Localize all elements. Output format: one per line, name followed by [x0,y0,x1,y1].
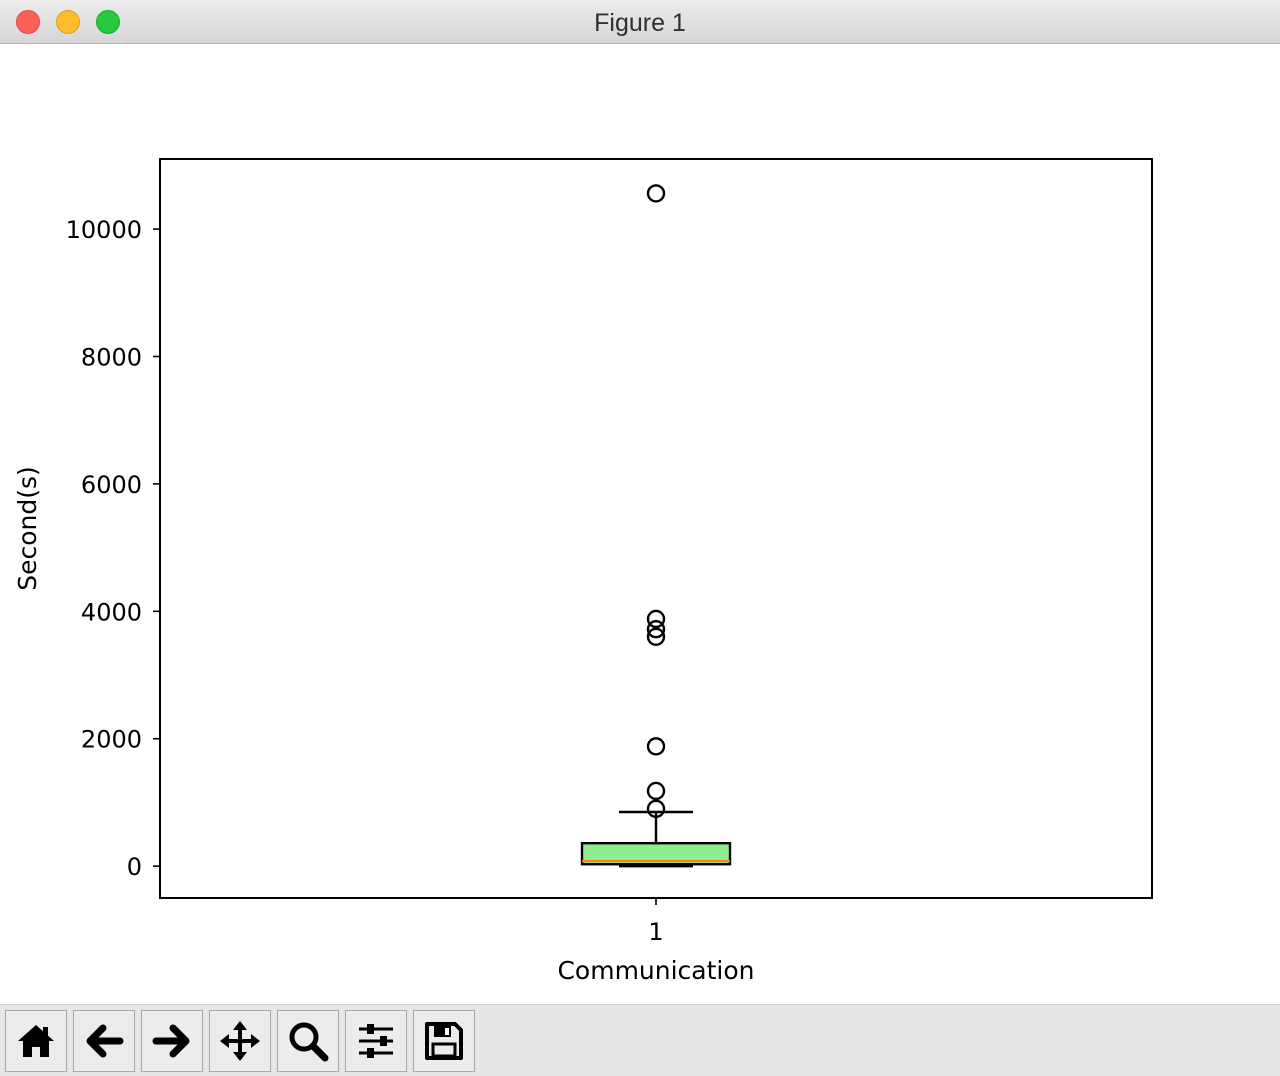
outlier-point [646,737,666,756]
y-tick-label: 4000 [81,598,142,626]
arrow-left-icon [86,1024,124,1058]
figure-canvas[interactable]: 0 2000 4000 6000 8000 10000 1 Communication Seco… [0,44,1280,1004]
zoom-button[interactable] [277,1010,339,1072]
outlier-point [646,619,666,639]
zoom-window-button[interactable] [96,10,120,34]
outlier-point [646,184,666,203]
y-tick-label: 8000 [81,343,142,371]
title-bar: Figure 1 [0,0,1280,44]
move-icon [220,1021,260,1061]
y-tick-label: 0 [127,853,142,881]
configure-subplots-button[interactable] [345,1010,407,1072]
box-plot-chart[interactable]: 0 2000 4000 6000 8000 10000 1 Communication Seco… [0,44,1280,1004]
forward-button[interactable] [141,1010,203,1072]
magnifier-icon [289,1022,329,1062]
axes-frame [159,158,1153,899]
y-tick-label: 10000 [66,216,142,244]
x-tick-label: 1 [648,918,663,946]
outlier-point [646,627,666,647]
navigation-toolbar [0,1004,1280,1076]
home-icon [18,1025,54,1057]
minimize-window-button[interactable] [56,10,80,34]
outlier-point [646,609,666,629]
close-window-button[interactable] [16,10,40,34]
y-tick-label: 2000 [81,726,142,754]
y-tick-label: 6000 [81,471,142,499]
floppy-disk-icon [425,1022,463,1060]
sliders-icon [359,1024,393,1058]
x-axis-label: Communication [557,956,754,985]
outlier-point [646,781,666,801]
pan-button[interactable] [209,1010,271,1072]
box-iqr [580,842,732,866]
arrow-right-icon [152,1024,190,1058]
back-button[interactable] [73,1010,135,1072]
save-button[interactable] [413,1010,475,1072]
home-button[interactable] [5,1010,67,1072]
outlier-point [646,799,666,819]
window-title: Figure 1 [594,9,686,37]
y-axis-label: Second(s) [13,466,42,591]
